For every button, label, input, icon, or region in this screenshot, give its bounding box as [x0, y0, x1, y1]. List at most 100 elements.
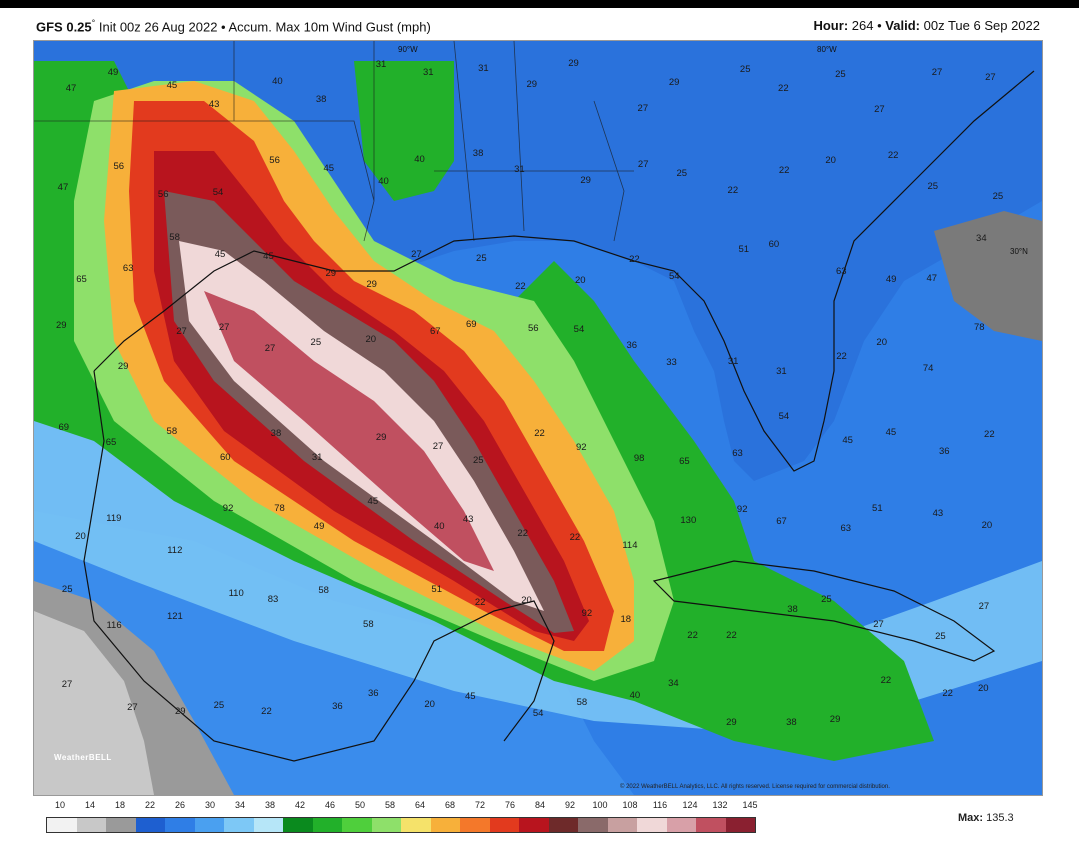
colorbar-tick: 22: [144, 800, 156, 810]
gust-value-label: 36: [368, 687, 379, 699]
gust-value-label: 56: [157, 189, 169, 201]
gust-value-label: 40: [378, 175, 389, 187]
gust-value-label: 20: [825, 154, 836, 166]
gust-value-label: 119: [106, 513, 122, 525]
colorbar-tick: 124: [682, 800, 698, 810]
gust-value-label: 51: [872, 503, 883, 515]
colorbar-tick: 108: [622, 800, 638, 810]
separator: •: [221, 19, 226, 35]
gust-value-label: 112: [167, 544, 183, 556]
gust-value-label: 116: [106, 620, 122, 632]
gust-value-label: 31: [375, 58, 387, 70]
gust-value-label: 22: [887, 149, 899, 161]
gust-value-label: 22: [517, 527, 528, 539]
max-label: Max: [958, 812, 980, 824]
gust-value-label: 69: [58, 422, 70, 434]
gust-value-label: 22: [727, 184, 739, 196]
gust-value-label: 110: [228, 588, 244, 600]
mexico-land-light: [34, 611, 154, 795]
colorbar-tick: 72: [474, 800, 486, 810]
lat-label-30n: 30°N: [1010, 247, 1028, 256]
gust-value-label: 31: [727, 355, 739, 367]
gust-value-label: 20: [75, 531, 86, 543]
colorbar-tick: 132: [712, 800, 728, 810]
colorbar-ticks: 10 14 18 22 26 30 34 38 42 46 50 58 64 68 72 76 84 92 100 1…: [46, 800, 758, 814]
gust-value-label: 49: [107, 67, 119, 79]
gust-value-label: 43: [208, 98, 220, 110]
colorbar-swatch: [725, 818, 755, 832]
gust-value-label: 20: [876, 336, 887, 348]
gust-value-label: 25: [310, 336, 322, 348]
gust-value-label: 22: [261, 706, 272, 718]
gust-value-label: 65: [76, 274, 87, 286]
gust-value-label: 27: [176, 326, 187, 338]
gust-value-label: 54: [778, 410, 790, 422]
colorbar-tick: 46: [324, 800, 336, 810]
colorbar-swatch: [401, 818, 431, 832]
gust-value-label: 29: [580, 175, 591, 187]
colorbar-tick: 100: [592, 800, 608, 810]
gust-value-label: 22: [984, 429, 995, 441]
max-readout: Max: 135.3: [958, 812, 1014, 824]
gust-value-label: 20: [574, 274, 586, 286]
colorbar-swatch: [548, 818, 578, 832]
gust-value-label: 25: [992, 191, 1004, 203]
gust-value-label: 58: [576, 697, 588, 709]
model-name: GFS 0.25: [36, 19, 92, 35]
gust-value-label: 31: [478, 62, 489, 74]
gust-value-label: 49: [885, 274, 897, 286]
colorbar-swatch: [666, 818, 696, 832]
gust-value-label: 29: [668, 77, 680, 89]
colorbar-tick: 30: [204, 800, 216, 810]
gust-value-label: 67: [776, 515, 787, 527]
gust-value-label: 25: [676, 167, 688, 179]
gust-value-label: 22: [629, 254, 640, 266]
map-header: GFS 0.25° Init 00z 26 Aug 2022 • Accum. …: [36, 16, 1040, 38]
gust-value-label: 27: [127, 701, 138, 713]
grey-patch-atlantic: [934, 211, 1042, 341]
colorbar-tick: 84: [534, 800, 546, 810]
gust-value-label: 25: [473, 455, 484, 467]
gust-value-label: 25: [927, 181, 939, 193]
max-value: 135.3: [986, 812, 1014, 824]
gust-value-label: 92: [581, 607, 593, 619]
gust-value-label: 45: [166, 80, 178, 92]
gust-value-label: 121: [166, 610, 183, 622]
gust-value-label: 74: [922, 363, 934, 375]
gust-value-label: 47: [57, 181, 69, 193]
gust-value-label: 78: [973, 322, 985, 334]
gust-value-label: 43: [462, 514, 474, 526]
gust-value-label: 47: [926, 272, 938, 284]
colorbar-tick: 92: [564, 800, 576, 810]
colorbar-swatch: [430, 818, 460, 832]
gust-value-label: 58: [363, 619, 374, 631]
gust-value-label: 56: [527, 323, 539, 335]
gust-value-label: 65: [679, 456, 690, 468]
gust-value-label: 58: [318, 584, 329, 596]
gust-value-label: 34: [668, 678, 679, 690]
gust-value-label: 22: [515, 280, 526, 292]
colorbar-swatch: [283, 818, 313, 832]
colorbar-tick: 10: [54, 800, 66, 810]
green-band-north: [354, 61, 454, 201]
state-borders: [34, 41, 634, 242]
colorbar-swatch: [224, 818, 254, 832]
colorbar-tick: 38: [264, 800, 276, 810]
gust-value-label: 51: [738, 244, 750, 256]
gust-value-label: 38: [787, 603, 798, 615]
gust-value-label: 27: [985, 71, 996, 83]
gust-value-label: 38: [786, 717, 797, 729]
gust-value-label: 45: [214, 248, 226, 260]
colorbar-swatch: [47, 818, 77, 832]
gust-value-label: 63: [835, 265, 847, 277]
separator: •: [877, 18, 882, 33]
wind-gust-map: 30°N 90°W 80°W WeatherBELL 47 49 45 43 40 38 3…: [33, 40, 1043, 796]
gust-value-label: 27: [264, 343, 276, 355]
gust-value-label: 33: [666, 356, 677, 368]
colorbar-swatch: [165, 818, 195, 832]
gust-value-label: 27: [432, 440, 444, 452]
gust-value-label: 29: [325, 267, 337, 279]
colorbar-swatch: [371, 818, 401, 832]
top-border: [0, 0, 1079, 8]
degree-symbol: °: [91, 18, 96, 28]
